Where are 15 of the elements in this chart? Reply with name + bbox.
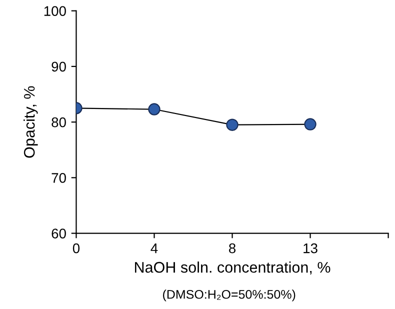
text: (DMSO:H₂O=50%:50%) bbox=[163, 290, 296, 302]
x-axis-title: NaOH soln. concentration, % bbox=[135, 262, 330, 275]
point bbox=[304, 118, 316, 130]
point bbox=[148, 103, 160, 116]
x-tick-label: 4 bbox=[150, 244, 158, 254]
x-tick-label: 0 bbox=[72, 243, 80, 254]
y-tick-label: 60 bbox=[52, 228, 66, 238]
y-tick-label: 80 bbox=[52, 117, 66, 128]
y-tick-label: 100 bbox=[44, 6, 66, 16]
point bbox=[226, 118, 238, 131]
y-tick-label: 90 bbox=[52, 62, 66, 72]
x-tick-label: 8 bbox=[229, 243, 236, 254]
x-tick-label: 13 bbox=[304, 243, 318, 254]
y-tick-label: 70 bbox=[52, 173, 66, 183]
y-axis-title: Opacity, % bbox=[24, 86, 38, 158]
